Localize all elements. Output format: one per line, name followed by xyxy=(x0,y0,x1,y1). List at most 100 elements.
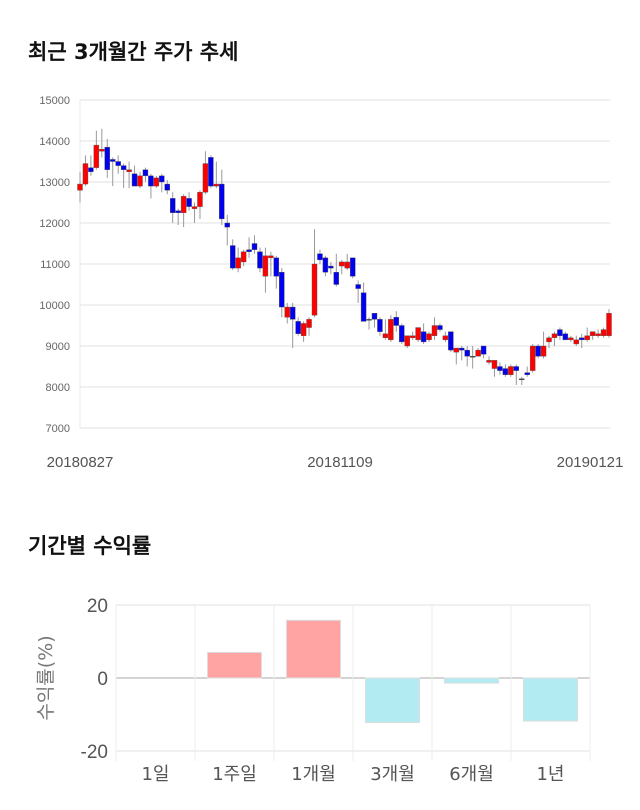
candle-body xyxy=(131,173,138,187)
return-bar xyxy=(444,677,499,684)
candle-body xyxy=(377,319,383,332)
y-axis-label: 수익률(%) xyxy=(35,635,57,720)
candle-body xyxy=(360,292,367,322)
candle-body xyxy=(420,331,427,343)
candle-body xyxy=(546,337,552,343)
candle-body xyxy=(186,198,192,207)
candle-body xyxy=(262,255,269,277)
candle-body xyxy=(551,333,558,339)
candle-body xyxy=(88,167,94,172)
y-tick-label: 9000 xyxy=(46,341,70,353)
candle-body xyxy=(404,335,410,347)
candle-body xyxy=(289,306,296,320)
candle-body xyxy=(317,253,323,261)
candle-body xyxy=(295,321,301,334)
candle-body xyxy=(409,335,416,338)
y-tick-label: 13000 xyxy=(39,177,70,189)
candle-body xyxy=(333,272,340,285)
return-chart-title: 기간별 수익률 xyxy=(28,534,152,558)
candle-body xyxy=(328,265,334,269)
return-bar xyxy=(365,677,420,724)
candle-body xyxy=(268,255,274,259)
candle-body xyxy=(431,325,438,336)
candle-body xyxy=(562,333,569,341)
candle-body xyxy=(339,261,345,267)
candle-body xyxy=(366,319,372,321)
return-bar xyxy=(207,651,262,679)
candle-body xyxy=(99,148,105,152)
candle-body xyxy=(535,345,541,357)
candle-body xyxy=(426,333,432,341)
candle-body xyxy=(224,222,230,228)
y-tick-label: 15000 xyxy=(39,95,70,107)
candle-body xyxy=(491,360,498,369)
candle-body xyxy=(540,345,547,357)
candle-body xyxy=(230,245,236,269)
candle-body xyxy=(382,333,389,339)
candle-body xyxy=(142,169,149,177)
candle-body xyxy=(480,345,487,355)
candle-body xyxy=(448,331,454,351)
candle-body xyxy=(453,347,459,353)
candle-body xyxy=(197,192,203,207)
candle-body xyxy=(300,323,307,336)
x-category-label: 3개월 xyxy=(370,764,415,785)
candle-body xyxy=(137,175,143,187)
candle-body xyxy=(273,257,280,277)
x-category-label: 1개월 xyxy=(291,764,336,785)
candle-body xyxy=(579,337,585,341)
candle-body xyxy=(442,335,449,341)
candle-body xyxy=(257,251,263,269)
y-tick-label: 11000 xyxy=(40,259,70,271)
candle-body xyxy=(153,177,160,187)
candle-body xyxy=(349,257,356,277)
candle-body xyxy=(279,272,285,308)
candle-body xyxy=(371,313,378,320)
candle-body xyxy=(148,175,154,187)
candle-body xyxy=(219,183,225,220)
candle-body xyxy=(251,243,258,250)
candle-body xyxy=(213,183,220,187)
candle-body xyxy=(486,360,492,363)
candle-body xyxy=(170,198,176,213)
x-tick-label: 20180827 xyxy=(47,454,114,471)
candle-body xyxy=(388,319,394,341)
return-bar xyxy=(286,619,341,679)
candle-body xyxy=(115,161,121,166)
x-category-label: 1년 xyxy=(536,764,564,785)
candle-body xyxy=(475,349,481,357)
candle-body xyxy=(464,349,470,357)
x-category-label: 6개월 xyxy=(449,764,494,785)
candle-body xyxy=(437,325,443,330)
candle-body xyxy=(120,165,127,170)
candle-body xyxy=(519,378,525,380)
y-tick-label: 7000 xyxy=(46,423,70,435)
candle-body xyxy=(513,366,519,371)
candle-body xyxy=(311,263,318,316)
return-bar xyxy=(523,677,578,722)
candle-body xyxy=(595,333,601,336)
x-category-label: 1주일 xyxy=(212,764,257,785)
x-tick-label: 20181109 xyxy=(307,454,373,471)
candle-body xyxy=(284,306,290,318)
y-tick-label: 0 xyxy=(97,669,108,690)
candle-body xyxy=(175,210,181,213)
y-tick-label: 12000 xyxy=(39,218,70,230)
y-tick-label: 10000 xyxy=(39,300,70,312)
price-chart-title: 최근 3개월간 주가 추세 xyxy=(28,40,239,64)
candle-body xyxy=(600,329,607,336)
candle-body xyxy=(77,183,83,191)
candle-body xyxy=(355,284,361,289)
candle-body xyxy=(399,325,405,343)
candle-body xyxy=(589,331,596,336)
candle-body xyxy=(306,319,312,328)
candle-body xyxy=(208,157,214,187)
candle-body xyxy=(502,368,509,375)
candle-body xyxy=(524,372,530,375)
y-tick-label: 20 xyxy=(87,596,108,617)
candle-body xyxy=(159,175,165,183)
candle-body xyxy=(110,159,116,162)
candle-body xyxy=(415,327,421,341)
candle-body xyxy=(557,329,563,336)
